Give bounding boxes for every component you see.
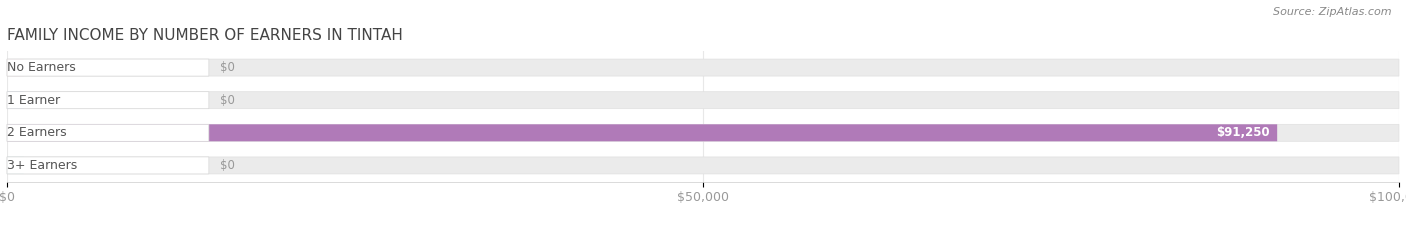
FancyBboxPatch shape: [7, 157, 209, 174]
Text: $91,250: $91,250: [1216, 126, 1270, 139]
Text: No Earners: No Earners: [7, 61, 76, 74]
FancyBboxPatch shape: [7, 124, 1399, 141]
FancyBboxPatch shape: [7, 59, 24, 76]
FancyBboxPatch shape: [7, 157, 24, 174]
FancyBboxPatch shape: [7, 59, 209, 76]
Text: $0: $0: [219, 159, 235, 172]
Text: $0: $0: [219, 61, 235, 74]
Text: 1 Earner: 1 Earner: [7, 94, 60, 107]
FancyBboxPatch shape: [7, 157, 1399, 174]
FancyBboxPatch shape: [7, 124, 209, 141]
FancyBboxPatch shape: [7, 92, 1399, 109]
Text: 2 Earners: 2 Earners: [7, 126, 66, 139]
FancyBboxPatch shape: [7, 59, 1399, 76]
FancyBboxPatch shape: [7, 92, 24, 109]
Text: FAMILY INCOME BY NUMBER OF EARNERS IN TINTAH: FAMILY INCOME BY NUMBER OF EARNERS IN TI…: [7, 28, 404, 43]
FancyBboxPatch shape: [7, 124, 1277, 141]
Text: $0: $0: [219, 94, 235, 107]
Text: 3+ Earners: 3+ Earners: [7, 159, 77, 172]
FancyBboxPatch shape: [7, 92, 209, 109]
Text: Source: ZipAtlas.com: Source: ZipAtlas.com: [1274, 7, 1392, 17]
